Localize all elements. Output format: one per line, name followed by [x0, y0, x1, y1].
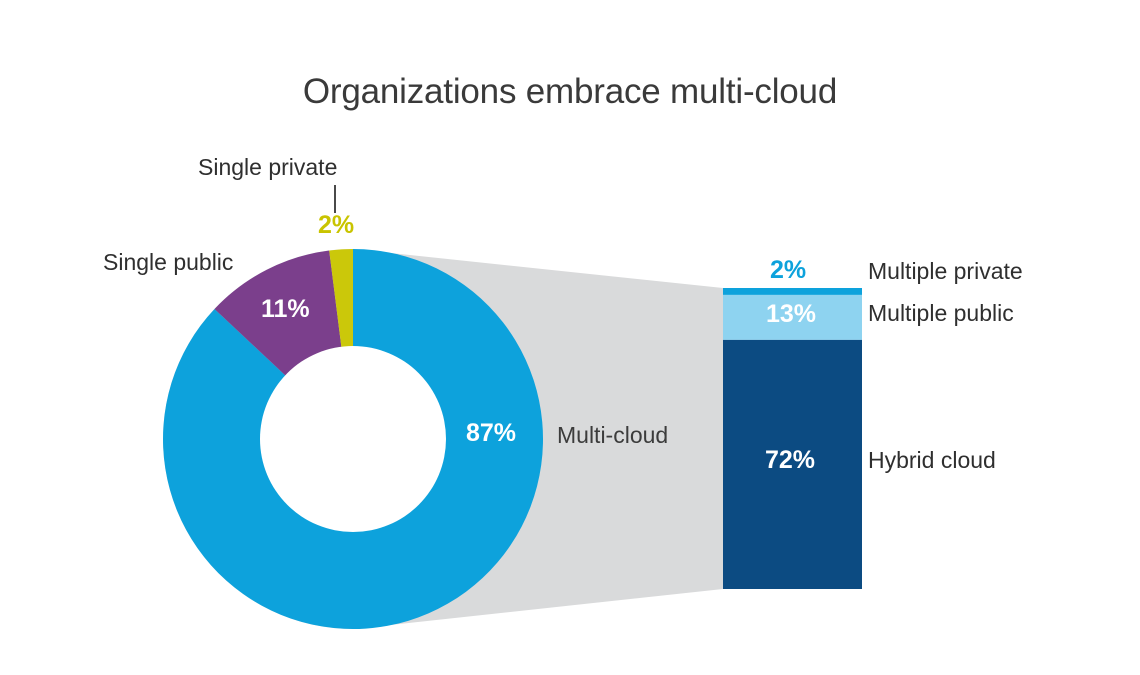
hybrid-cloud-label: Hybrid cloud	[868, 447, 996, 473]
multiple-public-label: Multiple public	[868, 300, 1014, 326]
bar-segment-multiple-public	[723, 294, 862, 340]
multi-cloud-value: 87%	[466, 419, 517, 447]
single-private-label: Single private	[198, 154, 338, 180]
bar-segment-hybrid-cloud	[723, 339, 862, 589]
bar-segment-multiple-private	[723, 288, 862, 295]
multiple-private-value: 2%	[770, 256, 807, 284]
single-public-value: 11%	[261, 295, 310, 323]
single-private-value: 2%	[318, 211, 355, 239]
multi-cloud-label: Multi-cloud	[557, 422, 669, 448]
donut-hole	[260, 346, 446, 532]
single-private-leader-line	[334, 185, 336, 213]
multiple-public-value: 13%	[766, 300, 817, 328]
multiple-private-label: Multiple private	[868, 258, 1023, 284]
hybrid-cloud-value: 72%	[765, 446, 816, 474]
stacked-bar-chart	[723, 288, 862, 589]
single-public-label: Single public	[103, 249, 234, 275]
chart-title: Organizations embrace multi-cloud	[302, 72, 838, 111]
